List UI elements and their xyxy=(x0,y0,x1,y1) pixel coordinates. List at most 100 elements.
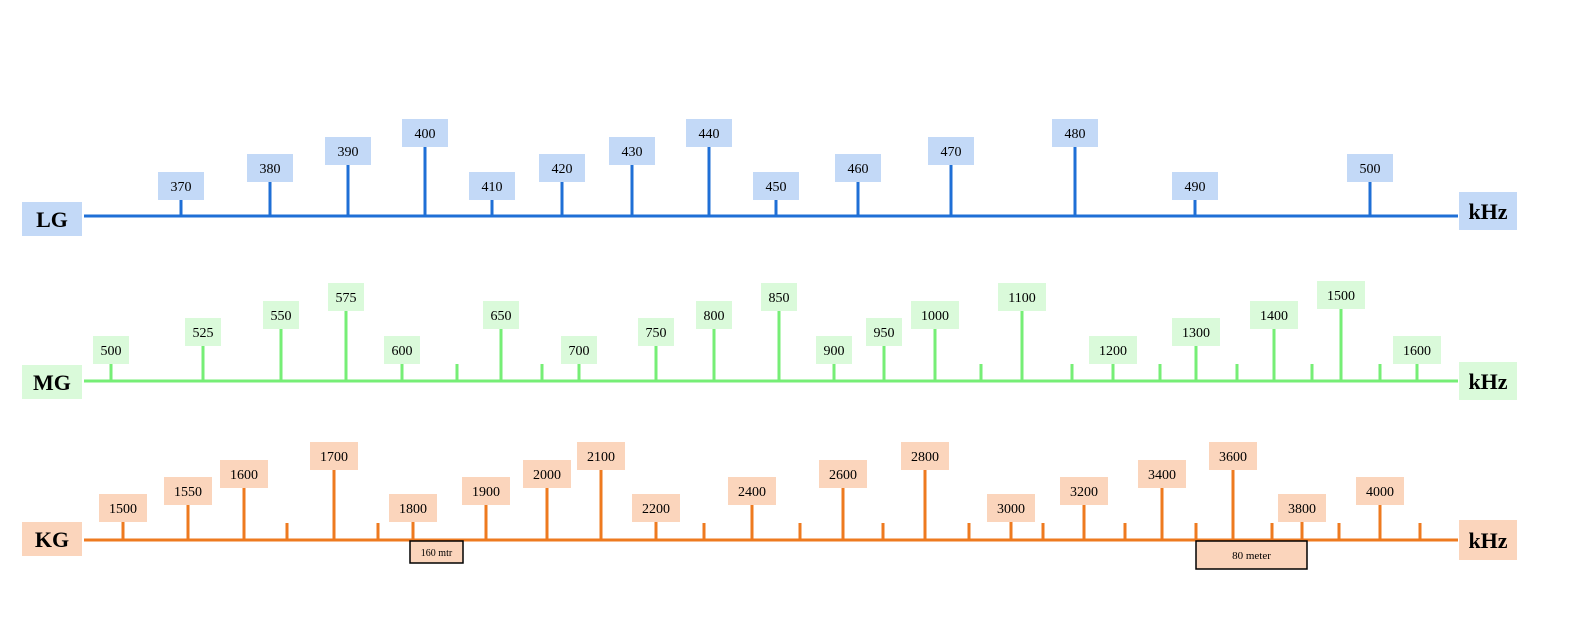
tick-label-box-kg xyxy=(819,460,867,488)
tick-label-mg: 700 xyxy=(569,344,590,359)
tick-label-mg: 950 xyxy=(874,326,895,341)
tick-label-box-lg xyxy=(835,154,881,182)
tick-label-kg: 3400 xyxy=(1148,468,1176,483)
tick-label-box-mg xyxy=(561,336,597,364)
band-lg: 370 380 390 400 410 420 430 440 450 460 470 480 490 5… xyxy=(22,119,1517,236)
tick-label-box-mg xyxy=(328,283,364,311)
tick-label-mg: 650 xyxy=(491,309,512,324)
tick-label-box-kg xyxy=(523,460,571,488)
tick-label-box-mg xyxy=(866,318,902,346)
tick-label-box-lg xyxy=(469,172,515,200)
tick-label-box-kg xyxy=(1209,442,1257,470)
tick-label-box-lg xyxy=(1172,172,1218,200)
tick-label-box-kg xyxy=(901,442,949,470)
tick-label-mg: 1000 xyxy=(921,309,949,324)
tick-label-box-mg xyxy=(1250,301,1298,329)
tick-label-box-mg xyxy=(1172,318,1220,346)
tick-label-kg: 4000 xyxy=(1366,485,1394,500)
tick-label-lg: 420 xyxy=(552,162,573,177)
band-name-lg: LG xyxy=(36,207,68,232)
tick-label-box-mg xyxy=(1393,336,1441,364)
tick-label-box-mg xyxy=(816,336,852,364)
unit-box-mg xyxy=(1459,362,1517,400)
tick-label-box-lg xyxy=(1052,119,1098,147)
tick-label-kg: 3200 xyxy=(1070,485,1098,500)
tick-label-box-kg xyxy=(1278,494,1326,522)
tick-label-box-kg xyxy=(577,442,625,470)
tick-label-lg: 490 xyxy=(1185,180,1206,195)
band-name-box-kg xyxy=(22,522,82,556)
tick-label-lg: 470 xyxy=(941,145,962,160)
tick-label-box-lg xyxy=(158,172,204,200)
tick-label-kg: 2200 xyxy=(642,502,670,517)
tick-label-kg: 2800 xyxy=(911,450,939,465)
sub-band-box xyxy=(409,540,464,564)
tick-label-lg: 430 xyxy=(622,145,643,160)
tick-label-box-kg xyxy=(987,494,1035,522)
tick-label-lg: 370 xyxy=(171,180,192,195)
tick-label-kg: 1600 xyxy=(230,468,258,483)
tick-label-box-lg xyxy=(609,137,655,165)
tick-label-box-mg xyxy=(483,301,519,329)
tick-label-kg: 1500 xyxy=(109,502,137,517)
sub-band-box xyxy=(1195,540,1308,570)
tick-label-mg: 600 xyxy=(392,344,413,359)
unit-box-lg xyxy=(1459,192,1517,230)
sub-band-label: 160 mtr xyxy=(421,548,453,559)
tick-label-box-kg xyxy=(728,477,776,505)
tick-label-mg: 575 xyxy=(336,291,357,306)
tick-label-box-mg xyxy=(93,336,129,364)
tick-label-box-kg xyxy=(632,494,680,522)
tick-label-mg: 1400 xyxy=(1260,309,1288,324)
tick-label-kg: 2400 xyxy=(738,485,766,500)
band-name-box-mg xyxy=(22,365,82,399)
unit-label-lg: kHz xyxy=(1468,199,1507,224)
tick-label-box-lg xyxy=(325,137,371,165)
unit-label-mg: kHz xyxy=(1468,369,1507,394)
tick-label-box-lg xyxy=(539,154,585,182)
tick-label-kg: 1800 xyxy=(399,502,427,517)
tick-label-box-mg xyxy=(1089,336,1137,364)
tick-label-lg: 390 xyxy=(338,145,359,160)
tick-label-kg: 1900 xyxy=(472,485,500,500)
tick-label-lg: 400 xyxy=(415,127,436,142)
tick-label-lg: 480 xyxy=(1065,127,1086,142)
tick-label-box-lg xyxy=(247,154,293,182)
tick-label-box-mg xyxy=(384,336,420,364)
tick-label-mg: 1200 xyxy=(1099,344,1127,359)
tick-label-box-lg xyxy=(928,137,974,165)
tick-label-mg: 550 xyxy=(271,309,292,324)
tick-label-box-mg xyxy=(761,283,797,311)
tick-label-kg: 2100 xyxy=(587,450,615,465)
tick-label-box-kg xyxy=(310,442,358,470)
tick-label-kg: 3600 xyxy=(1219,450,1247,465)
tick-label-mg: 900 xyxy=(824,344,845,359)
tick-label-mg: 500 xyxy=(101,344,122,359)
tick-label-lg: 500 xyxy=(1360,162,1381,177)
tick-label-box-lg xyxy=(686,119,732,147)
tick-label-mg: 850 xyxy=(769,291,790,306)
band-kg: 1500 1550 1600 1700 1800 1900 2000 2100 2200 2400… xyxy=(22,442,1517,570)
tick-label-box-kg xyxy=(1356,477,1404,505)
tick-label-box-kg xyxy=(1138,460,1186,488)
tick-label-box-kg xyxy=(220,460,268,488)
tick-label-box-lg xyxy=(1347,154,1393,182)
tick-label-mg: 1100 xyxy=(1008,291,1035,306)
tick-label-box-lg xyxy=(402,119,448,147)
unit-label-kg: kHz xyxy=(1468,528,1507,553)
band-name-box-lg xyxy=(22,202,82,236)
tick-label-box-mg xyxy=(696,301,732,329)
tick-label-box-mg xyxy=(185,318,221,346)
tick-label-mg: 750 xyxy=(646,326,667,341)
tick-label-lg: 410 xyxy=(482,180,503,195)
tick-label-box-lg xyxy=(753,172,799,200)
tick-label-mg: 525 xyxy=(193,326,214,341)
tick-label-box-kg xyxy=(462,477,510,505)
tick-label-mg: 1600 xyxy=(1403,344,1431,359)
band-name-mg: MG xyxy=(33,370,71,395)
tick-label-box-mg xyxy=(263,301,299,329)
unit-box-kg xyxy=(1459,520,1517,560)
tick-label-box-kg xyxy=(389,494,437,522)
tick-label-lg: 380 xyxy=(260,162,281,177)
